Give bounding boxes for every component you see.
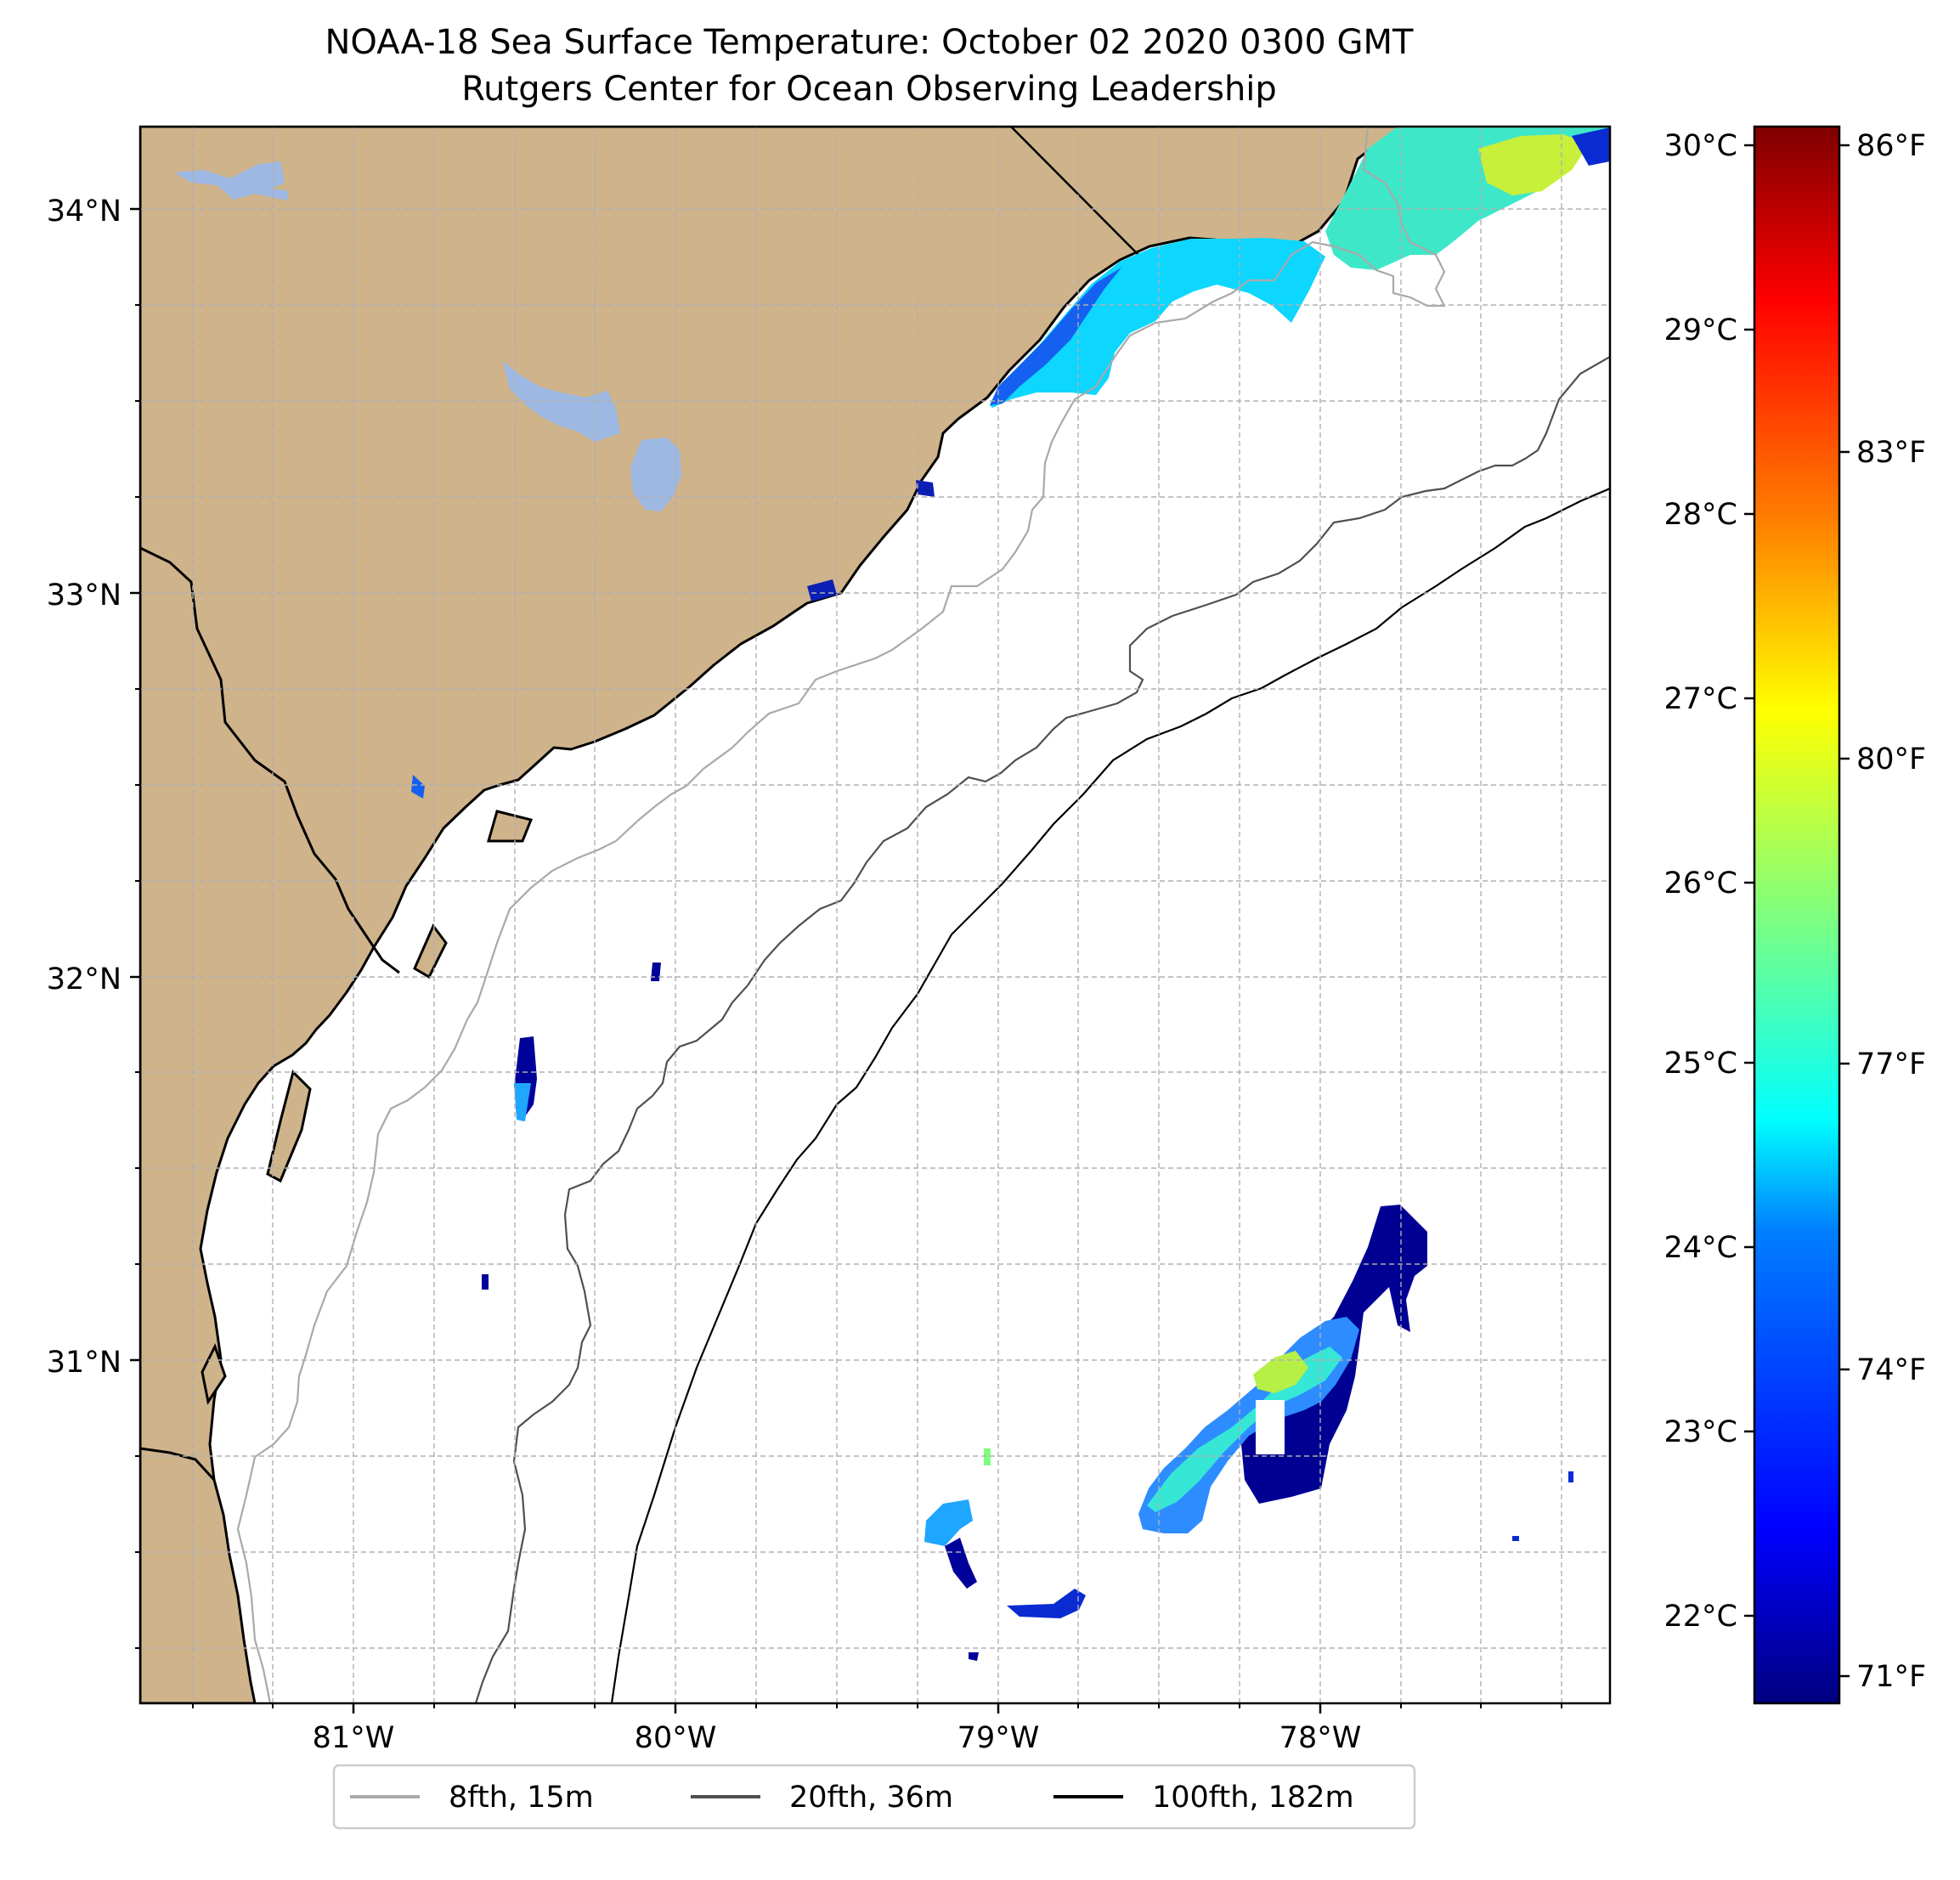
fahrenheit-tick-label: 83°F — [1856, 436, 1926, 470]
sst-patch-warm — [1253, 1351, 1308, 1393]
sst-patch-small — [482, 1274, 489, 1290]
celsius-tick-label: 25°C — [1664, 1047, 1737, 1081]
sst-data-layer — [411, 127, 1610, 1661]
sst-patch-south — [945, 1538, 977, 1589]
sea-island — [487, 810, 534, 843]
colorbar: 30°C 29°C 28°C 27°C 26°C 25°C 24°C 23°C … — [1664, 125, 1926, 1705]
celsius-tick-label: 22°C — [1664, 1600, 1737, 1634]
celsius-tick-label: 26°C — [1664, 867, 1737, 900]
sea-island — [266, 1070, 312, 1183]
legend-label-8fth: 8fth, 15m — [449, 1781, 594, 1815]
sst-patch-small — [1512, 1536, 1519, 1541]
sst-patch-small — [411, 775, 425, 799]
map-title: NOAA-18 Sea Surface Temperature: October… — [325, 23, 1415, 62]
sst-patch-south — [969, 1652, 979, 1661]
sst-patch-small — [984, 1448, 991, 1465]
celsius-tick-label: 29°C — [1664, 313, 1737, 347]
sst-patch-south — [924, 1499, 973, 1546]
fahrenheit-tick-label: 74°F — [1856, 1353, 1926, 1387]
fahrenheit-tick-label: 86°F — [1856, 129, 1926, 163]
map-frame — [138, 125, 1612, 1705]
lon-label: 79°W — [957, 1721, 1040, 1755]
lake — [630, 438, 681, 511]
sst-patch-small — [514, 1083, 531, 1121]
lat-axis: 34°N 33°N 32°N 31°N — [47, 195, 140, 1649]
lon-axis: 81°W 80°W 79°W 78°W — [192, 1703, 1562, 1755]
celsius-tick-label: 24°C — [1664, 1231, 1737, 1265]
lon-label: 78°W — [1279, 1721, 1362, 1755]
celsius-tick-label: 27°C — [1664, 682, 1737, 716]
map-subtitle: Rutgers Center for Ocean Observing Leade… — [461, 70, 1277, 109]
lat-label: 32°N — [47, 963, 121, 996]
sst-patch-offshore — [1147, 1346, 1342, 1512]
legend-box — [332, 1764, 1416, 1830]
map-panel — [140, 127, 1610, 1703]
sst-patch-cool — [1572, 127, 1610, 166]
fahrenheit-tick-label: 71°F — [1856, 1660, 1926, 1694]
celsius-tick-label: 28°C — [1664, 498, 1737, 532]
land-mass — [140, 127, 1402, 1703]
legend-label-20fth: 20fth, 36m — [789, 1781, 953, 1815]
fahrenheit-tick-label: 80°F — [1856, 742, 1926, 776]
celsius-tick-label: 30°C — [1664, 129, 1737, 163]
lat-label: 31°N — [47, 1346, 121, 1380]
isobath-100fth — [610, 487, 1610, 1703]
lon-label: 80°W — [635, 1721, 717, 1755]
lat-label: 34°N — [47, 195, 121, 229]
isobath-legend: 8fth, 15m 20fth, 36m 100fth, 182m — [332, 1764, 1416, 1830]
isobath-20fth — [474, 356, 1610, 1703]
lon-label: 81°W — [313, 1721, 395, 1755]
sst-patch-south — [1007, 1589, 1086, 1618]
legend-label-100fth: 100fth, 182m — [1152, 1781, 1354, 1815]
isobath-8fth — [236, 127, 1446, 1703]
sst-patch-warm — [1478, 134, 1589, 195]
sst-patch-offshore — [1256, 1400, 1285, 1454]
sst-patch-coastal — [990, 238, 1325, 408]
lat-label: 33°N — [47, 579, 121, 613]
sst-patch-small — [651, 963, 661, 981]
colorbar-gradient — [1753, 125, 1841, 1705]
lake — [174, 161, 289, 200]
sst-patch-coastal — [990, 268, 1121, 405]
celsius-tick-label: 23°C — [1664, 1415, 1737, 1449]
state-border — [1010, 127, 1139, 256]
fahrenheit-tick-label: 77°F — [1856, 1047, 1926, 1081]
sst-patch-small — [1568, 1471, 1573, 1482]
sst-patch-small — [916, 480, 935, 497]
sst-patch-small — [807, 579, 837, 601]
map-grid — [140, 127, 1610, 1703]
